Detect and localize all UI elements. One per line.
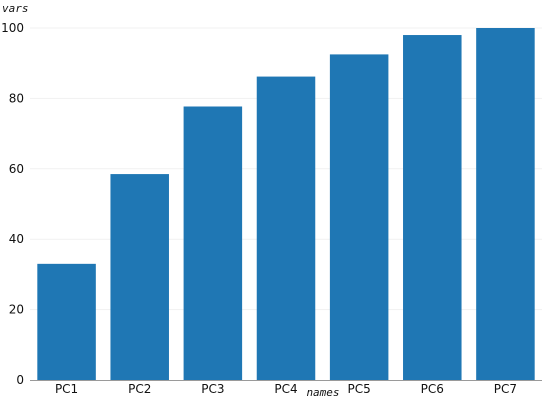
bar-PC2 [110, 174, 169, 380]
y-tick-label: 80 [9, 91, 24, 105]
x-tick-label: PC4 [274, 382, 297, 396]
y-tick-label: 40 [9, 232, 24, 246]
y-axis-title: vars [2, 2, 29, 15]
y-tick-label: 0 [16, 373, 24, 387]
bar-PC6 [403, 35, 462, 380]
x-tick-label: PC2 [128, 382, 151, 396]
x-tick-labels: PC1 PC2 PC3 PC4 PC5 PC6 PC7 [55, 382, 517, 396]
x-tick-label: PC6 [421, 382, 444, 396]
bar-PC5 [329, 54, 389, 381]
y-tick-label: 60 [9, 162, 24, 176]
x-tick-label: PC7 [494, 382, 517, 396]
bar-PC7 [476, 28, 535, 380]
bars [37, 28, 535, 381]
x-axis-title: names [306, 386, 339, 399]
x-tick-label: PC3 [201, 382, 224, 396]
bar-PC3 [183, 106, 243, 380]
y-tick-label: 100 [1, 21, 24, 35]
y-tick-label: 20 [9, 303, 24, 317]
y-tick-labels: 0 20 40 60 80 100 [1, 21, 24, 387]
x-tick-label: PC5 [348, 382, 371, 396]
bar-PC1 [37, 263, 96, 380]
bar-PC4 [256, 76, 316, 381]
x-tick-label: PC1 [55, 382, 78, 396]
